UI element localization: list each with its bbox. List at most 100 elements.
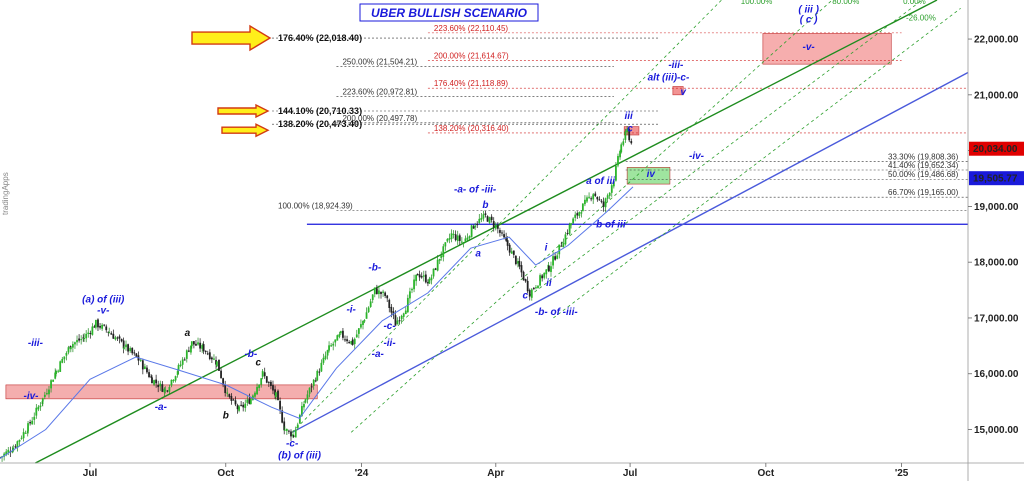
candle-body	[202, 344, 205, 352]
wave-label: -i-	[346, 304, 356, 315]
candle-body	[85, 333, 88, 339]
candle-body	[164, 389, 167, 391]
candle-body	[190, 341, 193, 347]
candle-body	[95, 319, 97, 328]
wave-label: (b) of (iii)	[278, 451, 321, 462]
candle-body	[246, 399, 249, 403]
candle-body	[590, 198, 593, 200]
candle-body	[499, 230, 501, 233]
candle-body	[342, 330, 344, 338]
fib-level-label: 250.00% (21,504.21)	[342, 58, 417, 67]
candle-body	[454, 234, 457, 241]
moving-average-line	[0, 186, 634, 459]
candle-body	[390, 306, 393, 313]
x-tick-label: Apr	[487, 468, 504, 479]
candle-body	[131, 347, 134, 354]
candle-body	[210, 357, 213, 360]
candle-body	[283, 421, 286, 431]
candle-body	[99, 325, 101, 328]
wave-label: -ii-	[383, 338, 396, 349]
candle-body	[432, 268, 435, 277]
candle-body	[133, 352, 136, 354]
candle-body	[248, 398, 251, 404]
price-badge-label: 19,505.77	[973, 174, 1018, 185]
wave-label: a	[475, 249, 481, 260]
candle-body	[263, 372, 266, 377]
candle-body	[541, 275, 544, 279]
candle-body	[508, 244, 511, 253]
candle-body	[466, 237, 469, 240]
candle-body	[392, 311, 395, 316]
candle-body	[314, 380, 317, 382]
candle-body	[543, 272, 546, 278]
y-tick-label: 15,000.00	[974, 425, 1019, 436]
y-tick-label: 21,000.00	[974, 90, 1019, 101]
candle-body	[446, 238, 449, 242]
wave-label: -v-	[803, 42, 816, 53]
candle-body	[444, 242, 447, 247]
x-tick-label: Jul	[623, 468, 638, 479]
candle-body	[270, 381, 272, 386]
candle-body	[22, 432, 25, 439]
candle-body	[222, 378, 225, 385]
candle-body	[344, 339, 346, 341]
candle-body	[324, 355, 327, 359]
candle-body	[630, 141, 633, 144]
candle-body	[199, 342, 201, 349]
wave-label: b	[482, 200, 488, 211]
candle-body	[52, 379, 55, 382]
candle-body	[415, 274, 418, 282]
candle-body	[602, 201, 605, 207]
candle-body	[63, 356, 66, 360]
candle-body	[492, 221, 495, 227]
candle-body	[296, 424, 299, 429]
candle-body	[7, 449, 10, 453]
candle-body	[172, 379, 175, 382]
candle-body	[581, 203, 584, 212]
candle-body	[185, 350, 188, 359]
candle-body	[18, 439, 21, 442]
candle-body	[11, 451, 14, 453]
candle-body	[537, 285, 539, 289]
candle-body	[480, 217, 483, 220]
candle-body	[292, 434, 294, 437]
wave-label: iv	[647, 169, 657, 180]
candle-body	[371, 294, 374, 300]
candle-body	[279, 400, 281, 410]
candle-body	[628, 129, 631, 141]
trend-lines-layer: 100.00% 80.00% 0.00% -26.00%	[35, 0, 969, 464]
candle-body	[626, 128, 629, 133]
candle-body	[388, 299, 391, 308]
candle-body	[576, 213, 579, 216]
candle-body	[346, 339, 348, 342]
trend-line	[350, 0, 833, 433]
candle-body	[494, 224, 497, 229]
candle-body	[430, 277, 433, 281]
candle-body	[298, 414, 301, 424]
candle-body	[61, 358, 64, 363]
candle-body	[224, 384, 227, 394]
candle-body	[554, 256, 557, 260]
callout-arrow	[191, 24, 272, 52]
candle-body	[424, 274, 427, 283]
y-tick-label: 18,000.00	[974, 258, 1019, 269]
candle-body	[382, 291, 384, 293]
fan-line-label: 80.00%	[832, 0, 859, 6]
candle-body	[418, 274, 421, 278]
candle-body	[91, 326, 94, 335]
candle-body	[123, 347, 125, 349]
candle-body	[105, 326, 108, 331]
candle-body	[580, 212, 583, 214]
candle-body	[482, 214, 485, 219]
candle-body	[272, 385, 274, 391]
candle-body	[518, 260, 521, 267]
candle-body	[256, 386, 258, 395]
candle-body	[506, 240, 509, 246]
candle-body	[174, 376, 177, 381]
candle-body	[556, 255, 559, 259]
candle-body	[353, 338, 356, 345]
candle-body	[155, 379, 158, 384]
candle-body	[422, 275, 425, 277]
candle-body	[380, 291, 382, 294]
candle-body	[600, 200, 603, 202]
